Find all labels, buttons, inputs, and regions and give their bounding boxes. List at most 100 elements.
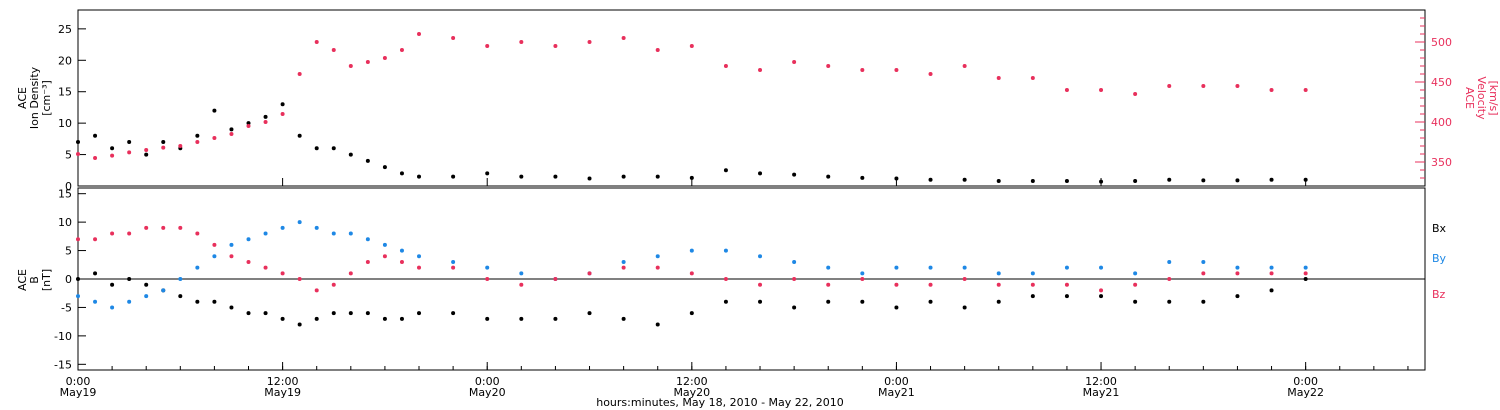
bx-point	[1030, 294, 1035, 299]
bz-point	[451, 265, 456, 270]
density-point	[110, 146, 115, 151]
bz-point	[348, 271, 353, 276]
bx-point	[297, 322, 302, 327]
velocity-point	[451, 36, 456, 40]
density-tick-label: 10	[58, 117, 72, 130]
density-point	[553, 174, 558, 179]
bz-point	[195, 231, 200, 236]
velocity-tick-label: 450	[1431, 76, 1452, 89]
density-point	[1235, 178, 1240, 183]
bx-point	[1303, 277, 1308, 281]
bz-point	[519, 282, 524, 287]
b-axis-label-line-1: ACE	[16, 269, 29, 291]
x-tick-date: May19	[264, 386, 301, 399]
by-point	[195, 265, 200, 270]
density-point	[485, 171, 490, 176]
velocity-axis-label-line-1: ACE	[1463, 87, 1476, 109]
velocity-point	[263, 120, 268, 124]
by-point	[280, 225, 285, 230]
b-tick-label: 10	[58, 216, 72, 229]
x-tick-time: 12:00	[676, 375, 708, 388]
bx-point	[195, 299, 200, 304]
bx-point	[246, 311, 251, 316]
by-point	[365, 237, 370, 242]
bz-point	[1269, 271, 1274, 276]
velocity-point	[553, 44, 558, 48]
velocity-point	[894, 68, 899, 72]
by-point	[758, 254, 763, 259]
bx-point	[76, 277, 80, 281]
bx-point	[365, 311, 370, 316]
density-axis: 0 5 10 15 20 25	[58, 23, 86, 193]
velocity-point	[962, 64, 967, 68]
velocity-point	[485, 44, 490, 48]
velocity-point	[1201, 84, 1206, 88]
bx-point	[417, 311, 422, 316]
x-tick-time: 12:00	[1085, 375, 1117, 388]
by-point	[1269, 265, 1274, 270]
density-point	[314, 146, 319, 151]
b-tick-label: -15	[54, 358, 72, 371]
density-point	[127, 140, 132, 144]
density-point	[212, 108, 217, 113]
bx-point	[758, 299, 763, 304]
legend-bx: Bx	[1432, 222, 1447, 235]
density-point	[297, 133, 302, 138]
bz-point	[212, 242, 217, 247]
velocity-point	[1099, 88, 1104, 92]
bx-point	[1133, 299, 1138, 304]
bx-point	[519, 316, 524, 321]
velocity-point	[212, 136, 217, 140]
x-tick-date: May21	[878, 386, 915, 399]
bz-point	[1099, 288, 1104, 293]
by-point	[1133, 271, 1138, 276]
bx-point	[1099, 294, 1104, 299]
bx-point	[212, 299, 217, 304]
velocity-point	[1167, 84, 1172, 88]
bx-point	[229, 305, 234, 310]
density-point	[76, 140, 80, 144]
bz-point	[996, 282, 1001, 287]
by-point	[178, 277, 183, 281]
by-point	[399, 248, 404, 253]
density-point	[621, 174, 626, 179]
x-tick-date: May22	[1287, 386, 1324, 399]
by-point	[1201, 259, 1206, 264]
bz-point	[1030, 282, 1035, 287]
bx-point	[1235, 294, 1240, 299]
velocity-point	[365, 60, 370, 64]
velocity-point	[621, 36, 626, 40]
bx-point	[280, 316, 285, 321]
by-point	[792, 259, 797, 264]
density-point	[792, 172, 797, 177]
bz-point	[382, 254, 387, 259]
density-point	[1201, 178, 1206, 183]
by-point	[93, 299, 98, 304]
bx-point	[314, 316, 319, 321]
by-point	[451, 259, 456, 264]
velocity-axis-label-line-3: [km/s]	[1487, 80, 1500, 115]
bz-point	[127, 231, 132, 236]
bz-point	[792, 277, 797, 281]
density-tick-label: 0	[65, 180, 72, 193]
bz-point	[689, 271, 694, 276]
velocity-point	[826, 64, 831, 68]
bx-point	[621, 316, 626, 321]
bx-point	[348, 311, 353, 316]
density-point	[1269, 177, 1274, 182]
bz-point	[161, 225, 166, 230]
velocity-axis-label-line-2: Velocity	[1475, 76, 1488, 120]
bz-point	[1303, 271, 1308, 276]
density-point	[1133, 178, 1138, 183]
bz-point	[485, 277, 490, 281]
bx-point	[93, 271, 98, 276]
b-axis-label-line-3: [nT]	[40, 269, 53, 291]
bx-point	[792, 305, 797, 310]
density-point	[161, 140, 166, 144]
by-point	[1303, 265, 1308, 270]
bz-point	[723, 277, 728, 281]
by-point	[1030, 271, 1035, 276]
bx-point	[485, 316, 490, 321]
bz-point	[1167, 277, 1172, 281]
bz-point	[365, 259, 370, 264]
